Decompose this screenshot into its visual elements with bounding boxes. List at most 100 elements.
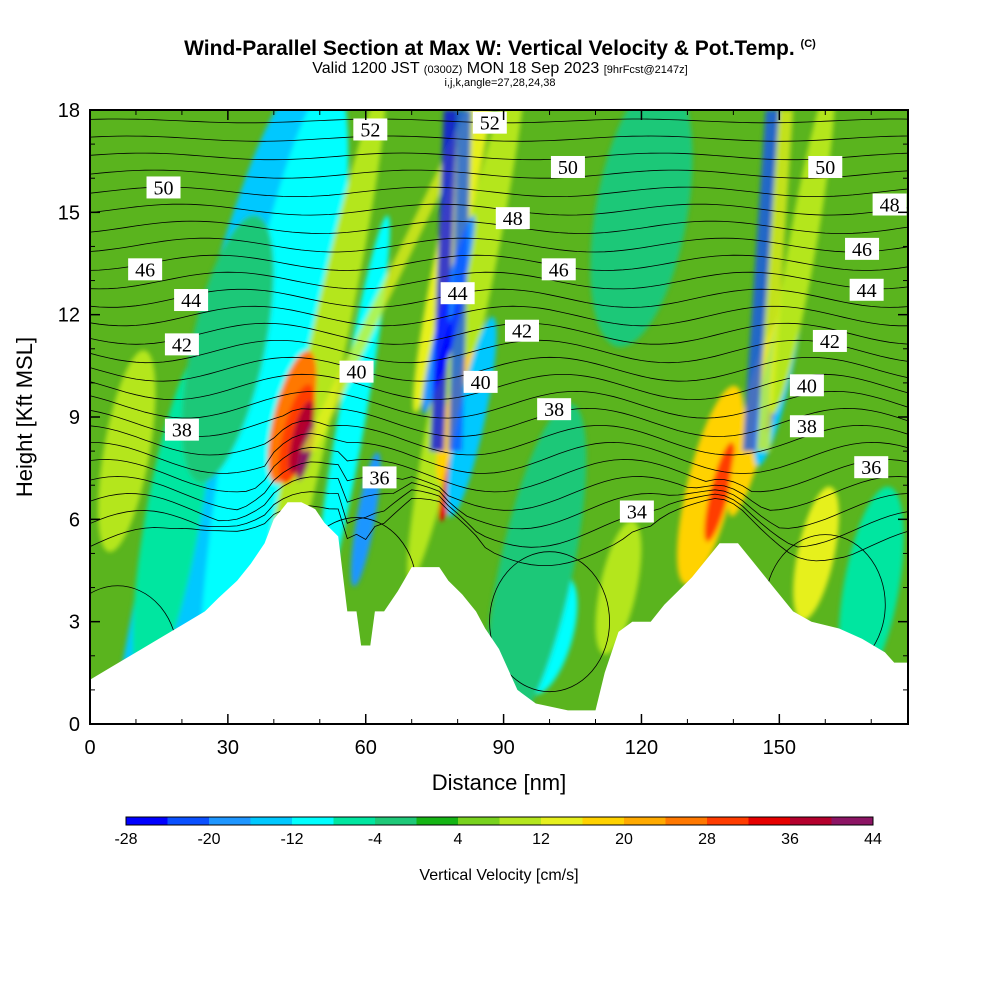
- colorbar-swatch: [209, 817, 251, 825]
- colorbar-tick-label: 4: [454, 831, 463, 848]
- contour-label-text: 52: [480, 113, 500, 135]
- colorbar-tick-label: -4: [368, 831, 382, 848]
- colorbar-swatch: [333, 817, 376, 825]
- contour-label: 46: [845, 237, 880, 261]
- contour-label-text: 38: [797, 416, 817, 438]
- contour-label: 42: [164, 333, 199, 356]
- velocity-cell: [97, 350, 156, 552]
- isentrope-line: [90, 322, 908, 345]
- contour-label-text: 34: [627, 502, 647, 524]
- colorbar-swatch: [624, 817, 666, 825]
- contour-label: 50: [808, 155, 843, 179]
- contour-label-text: 36: [861, 457, 881, 479]
- contour-label-text: 44: [857, 280, 877, 302]
- contour-label-text: 46: [135, 259, 155, 281]
- x-tick-label: 150: [763, 737, 796, 759]
- velocity-band: [430, 110, 458, 452]
- colorbar-swatch: [541, 817, 583, 825]
- colorbar-tick-label: -20: [197, 831, 220, 848]
- velocity-cell: [590, 110, 693, 347]
- isentrope-line: [90, 135, 908, 142]
- colorbar-swatch: [126, 817, 168, 825]
- colorbar-swatch: [499, 817, 542, 825]
- isentrope-line: [489, 551, 610, 693]
- isentrope-line: [90, 407, 908, 437]
- contour-label-text: 48: [503, 208, 523, 230]
- y-axis-title: Height [Kft MSL]: [12, 337, 37, 497]
- isentrope-line: [90, 356, 908, 382]
- velocity-cell: [677, 385, 744, 585]
- contour-label-text: 38: [544, 399, 564, 421]
- y-tick-label: 15: [58, 202, 80, 224]
- x-axis-title: Distance [nm]: [432, 770, 567, 795]
- velocity-band: [448, 110, 472, 452]
- contour-label: 38: [537, 398, 572, 421]
- isentrope-line: [90, 186, 908, 198]
- contour-label-text: 36: [370, 467, 390, 489]
- colorbar-tick-label: -28: [114, 831, 137, 848]
- colorbar-tick-label: 12: [532, 831, 550, 848]
- isentrope-line: [90, 497, 908, 566]
- isentrope-line: [90, 237, 908, 253]
- isentrope-line: [90, 254, 908, 271]
- isentrope-line: [90, 271, 908, 290]
- contour-label-text: 44: [181, 290, 201, 312]
- velocity-cell: [485, 403, 587, 724]
- colorbar-swatch: [582, 817, 625, 825]
- contour-label: 44: [849, 278, 884, 302]
- isentrope-line: [90, 390, 908, 419]
- contour-label-text: 42: [172, 334, 192, 356]
- colorbar-swatch: [458, 817, 500, 825]
- y-tick-label: 18: [58, 100, 80, 122]
- contour-label-text: 50: [558, 157, 578, 179]
- colorbar-swatch: [292, 817, 334, 825]
- isentrope-line: [90, 102, 908, 104]
- contour-label-text: 50: [154, 177, 174, 199]
- y-tick-label: 3: [69, 612, 80, 634]
- colorbar-swatch: [375, 817, 417, 825]
- contour-label-text: 52: [360, 119, 380, 141]
- contour-label: 50: [146, 176, 181, 199]
- isentrope-line: [90, 169, 908, 179]
- x-tick-label: 120: [625, 737, 658, 759]
- contour-label-text: 42: [512, 321, 532, 343]
- y-tick-label: 0: [69, 714, 80, 736]
- contour-label: 46: [541, 258, 576, 281]
- potential-temperature-contours: [90, 102, 908, 724]
- colorbar-frame: [125, 816, 874, 826]
- colorbar-swatch: [167, 817, 210, 825]
- contour-label-text: 46: [852, 239, 872, 261]
- colorbar-tick-label: 28: [698, 831, 716, 848]
- y-tick-label: 12: [58, 305, 80, 327]
- contour-label-text: 38: [172, 420, 192, 442]
- colorbar-tick-label: -12: [280, 831, 303, 848]
- velocity-cell: [288, 400, 315, 474]
- contour-label: 52: [353, 118, 388, 141]
- isentrope-line: [90, 476, 908, 530]
- contour-label-text: 44: [448, 283, 468, 305]
- velocity-cell: [595, 520, 642, 655]
- contour-label: 34: [619, 500, 654, 524]
- x-tick-label: 90: [492, 737, 514, 759]
- colorbar-swatch: [748, 817, 791, 825]
- contour-label-text: 40: [797, 375, 817, 397]
- contour-label: 36: [854, 456, 889, 479]
- contour-label: 36: [362, 466, 397, 489]
- colorbar-tick-label: 36: [781, 831, 799, 848]
- colorbar-swatch: [790, 817, 832, 825]
- contour-label: 44: [440, 282, 475, 305]
- isentrope-line: [90, 288, 908, 308]
- colorbar-swatch: [250, 817, 293, 825]
- contour-label: 42: [504, 319, 539, 343]
- terrain-mask: [90, 502, 908, 724]
- colorbar-swatch: [831, 817, 874, 825]
- contour-label: 40: [463, 370, 498, 394]
- x-tick-label: 30: [217, 737, 239, 759]
- isentrope-line: [90, 373, 908, 401]
- contour-label: 42: [812, 329, 847, 353]
- contour-label-text: 40: [471, 372, 491, 394]
- valid-time: Valid 1200 JST (0300Z) MON 18 Sep 2023 […: [312, 60, 688, 77]
- isentrope-line: [90, 446, 908, 493]
